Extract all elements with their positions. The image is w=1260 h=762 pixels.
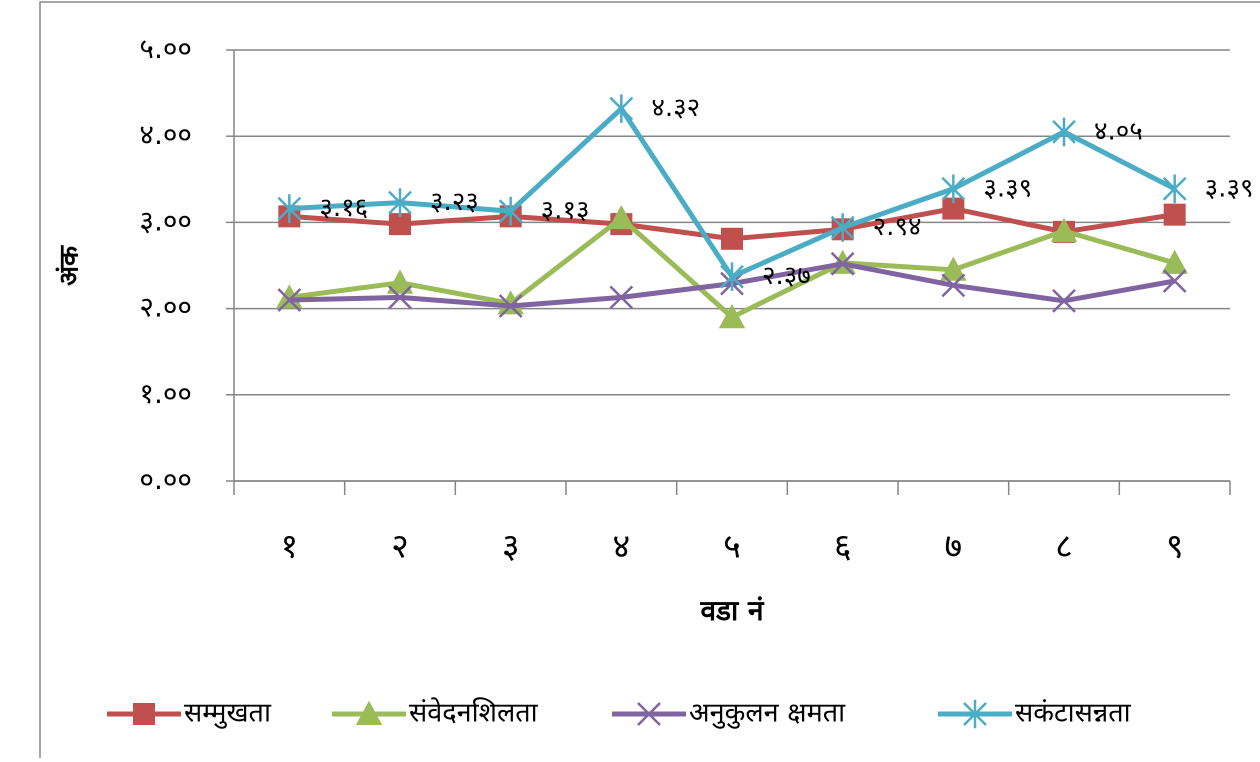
data-label: २.३७ bbox=[762, 261, 811, 291]
marker bbox=[637, 702, 661, 726]
x-tick-label: ९ bbox=[1166, 527, 1184, 567]
marker-star bbox=[498, 196, 523, 226]
marker bbox=[608, 204, 635, 230]
legend-label: अनुकुलन क्षमता bbox=[689, 698, 846, 730]
y-tick-label: १.०० bbox=[139, 377, 192, 410]
y-tick-label: ३.०० bbox=[139, 204, 192, 237]
marker-square bbox=[389, 213, 411, 236]
marker bbox=[721, 227, 743, 250]
marker bbox=[941, 273, 966, 298]
legend-label: सम्मुखता bbox=[184, 698, 272, 730]
y-tick-label: ४.०० bbox=[139, 118, 192, 151]
marker bbox=[276, 284, 303, 309]
marker-square bbox=[133, 703, 155, 725]
marker bbox=[941, 174, 966, 204]
marker-triangle bbox=[497, 290, 524, 315]
data-label: ३.१३ bbox=[541, 196, 590, 226]
marker bbox=[718, 304, 746, 329]
data-label: ३.२३ bbox=[430, 187, 479, 217]
x-tick-label: ४ bbox=[612, 527, 630, 567]
marker bbox=[830, 251, 855, 276]
marker-x bbox=[941, 273, 966, 298]
marker bbox=[497, 290, 524, 315]
marker bbox=[720, 262, 744, 292]
marker-triangle bbox=[276, 284, 303, 309]
marker-star bbox=[720, 262, 744, 292]
marker bbox=[386, 269, 414, 294]
legend-label: संवेदनशिलता bbox=[409, 697, 539, 729]
marker-square bbox=[1163, 203, 1186, 226]
data-label: ४.३२ bbox=[651, 93, 700, 123]
marker bbox=[609, 94, 634, 123]
marker-x bbox=[388, 285, 412, 310]
marker bbox=[388, 188, 412, 217]
marker-star bbox=[830, 213, 855, 242]
marker-triangle bbox=[355, 700, 383, 725]
marker bbox=[830, 213, 855, 242]
marker-x bbox=[637, 702, 661, 726]
x-tick-label: ३ bbox=[502, 527, 520, 567]
marker bbox=[1052, 288, 1076, 313]
y-axis-label: अंक bbox=[55, 245, 85, 286]
x-axis-label: वडा नं bbox=[699, 594, 765, 627]
marker-x bbox=[830, 251, 855, 276]
marker-x bbox=[1162, 269, 1187, 293]
y-tick-label: ०.०० bbox=[139, 463, 192, 496]
marker-star bbox=[388, 188, 412, 217]
marker-star bbox=[941, 174, 966, 204]
data-label: ४.०५ bbox=[1094, 116, 1143, 146]
marker bbox=[1161, 249, 1188, 274]
marker bbox=[277, 194, 302, 223]
marker bbox=[277, 288, 302, 312]
marker bbox=[388, 285, 412, 310]
marker-star bbox=[609, 94, 634, 123]
marker-triangle bbox=[386, 269, 414, 294]
series-line bbox=[289, 106, 1176, 280]
x-tick-label: ८ bbox=[1055, 527, 1073, 567]
data-label: ३.३९ bbox=[1205, 173, 1254, 203]
marker bbox=[942, 197, 965, 220]
x-tick-label: १ bbox=[280, 527, 298, 567]
marker bbox=[609, 285, 634, 310]
marker-x bbox=[277, 288, 302, 312]
legend-label: सकंटासन्नता bbox=[1015, 698, 1132, 729]
marker-star bbox=[277, 194, 302, 223]
marker bbox=[963, 699, 987, 729]
x-tick-label: ६ bbox=[834, 527, 852, 567]
marker bbox=[389, 213, 411, 236]
marker bbox=[1052, 117, 1076, 147]
x-tick-label: ७ bbox=[944, 527, 962, 567]
marker-x bbox=[609, 285, 634, 310]
marker-star bbox=[1162, 174, 1187, 204]
marker-triangle bbox=[718, 304, 746, 329]
marker-star bbox=[963, 699, 987, 729]
marker bbox=[498, 294, 523, 318]
marker-triangle bbox=[1050, 217, 1078, 243]
chart-border bbox=[39, 1, 1260, 758]
data-label: ३.३९ bbox=[983, 173, 1032, 203]
x-tick-label: ५ bbox=[723, 527, 741, 567]
marker-star bbox=[1052, 117, 1076, 147]
x-tick-label: २ bbox=[391, 527, 409, 567]
marker-square bbox=[721, 227, 743, 250]
marker bbox=[1050, 217, 1078, 243]
data-label: २.९४ bbox=[873, 212, 922, 242]
marker-triangle bbox=[1161, 249, 1188, 274]
marker-triangle bbox=[608, 204, 635, 230]
marker bbox=[133, 703, 155, 725]
marker-x bbox=[1052, 288, 1076, 313]
y-tick-label: ५.०० bbox=[139, 32, 192, 65]
marker bbox=[940, 256, 967, 281]
marker bbox=[498, 196, 523, 226]
marker-x bbox=[498, 294, 523, 318]
marker bbox=[1162, 269, 1187, 293]
marker bbox=[355, 700, 383, 725]
marker bbox=[1162, 174, 1187, 204]
data-label: ३.१६ bbox=[319, 193, 368, 223]
marker-triangle bbox=[940, 256, 967, 281]
marker bbox=[1163, 203, 1186, 226]
y-tick-label: २.०० bbox=[139, 291, 192, 324]
marker-square bbox=[942, 197, 965, 220]
